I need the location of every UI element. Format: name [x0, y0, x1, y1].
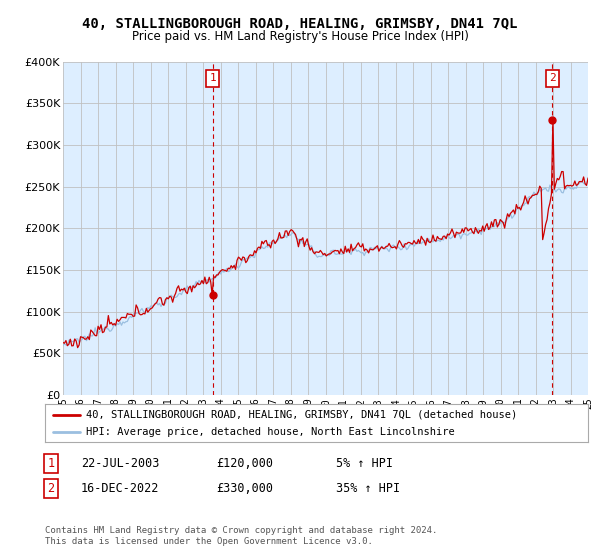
- Text: 2: 2: [47, 482, 55, 495]
- Text: 2: 2: [549, 73, 556, 83]
- Text: 40, STALLINGBOROUGH ROAD, HEALING, GRIMSBY, DN41 7QL (detached house): 40, STALLINGBOROUGH ROAD, HEALING, GRIMS…: [86, 410, 517, 420]
- Text: 1: 1: [209, 73, 216, 83]
- Text: Contains HM Land Registry data © Crown copyright and database right 2024.
This d: Contains HM Land Registry data © Crown c…: [45, 526, 437, 546]
- Text: £330,000: £330,000: [216, 482, 273, 495]
- Text: 16-DEC-2022: 16-DEC-2022: [81, 482, 160, 495]
- Text: 22-JUL-2003: 22-JUL-2003: [81, 457, 160, 470]
- Text: Price paid vs. HM Land Registry's House Price Index (HPI): Price paid vs. HM Land Registry's House …: [131, 30, 469, 43]
- Text: £120,000: £120,000: [216, 457, 273, 470]
- Text: 40, STALLINGBOROUGH ROAD, HEALING, GRIMSBY, DN41 7QL: 40, STALLINGBOROUGH ROAD, HEALING, GRIMS…: [82, 17, 518, 31]
- Text: 1: 1: [47, 457, 55, 470]
- Text: 35% ↑ HPI: 35% ↑ HPI: [336, 482, 400, 495]
- Text: HPI: Average price, detached house, North East Lincolnshire: HPI: Average price, detached house, Nort…: [86, 427, 454, 437]
- Text: 5% ↑ HPI: 5% ↑ HPI: [336, 457, 393, 470]
